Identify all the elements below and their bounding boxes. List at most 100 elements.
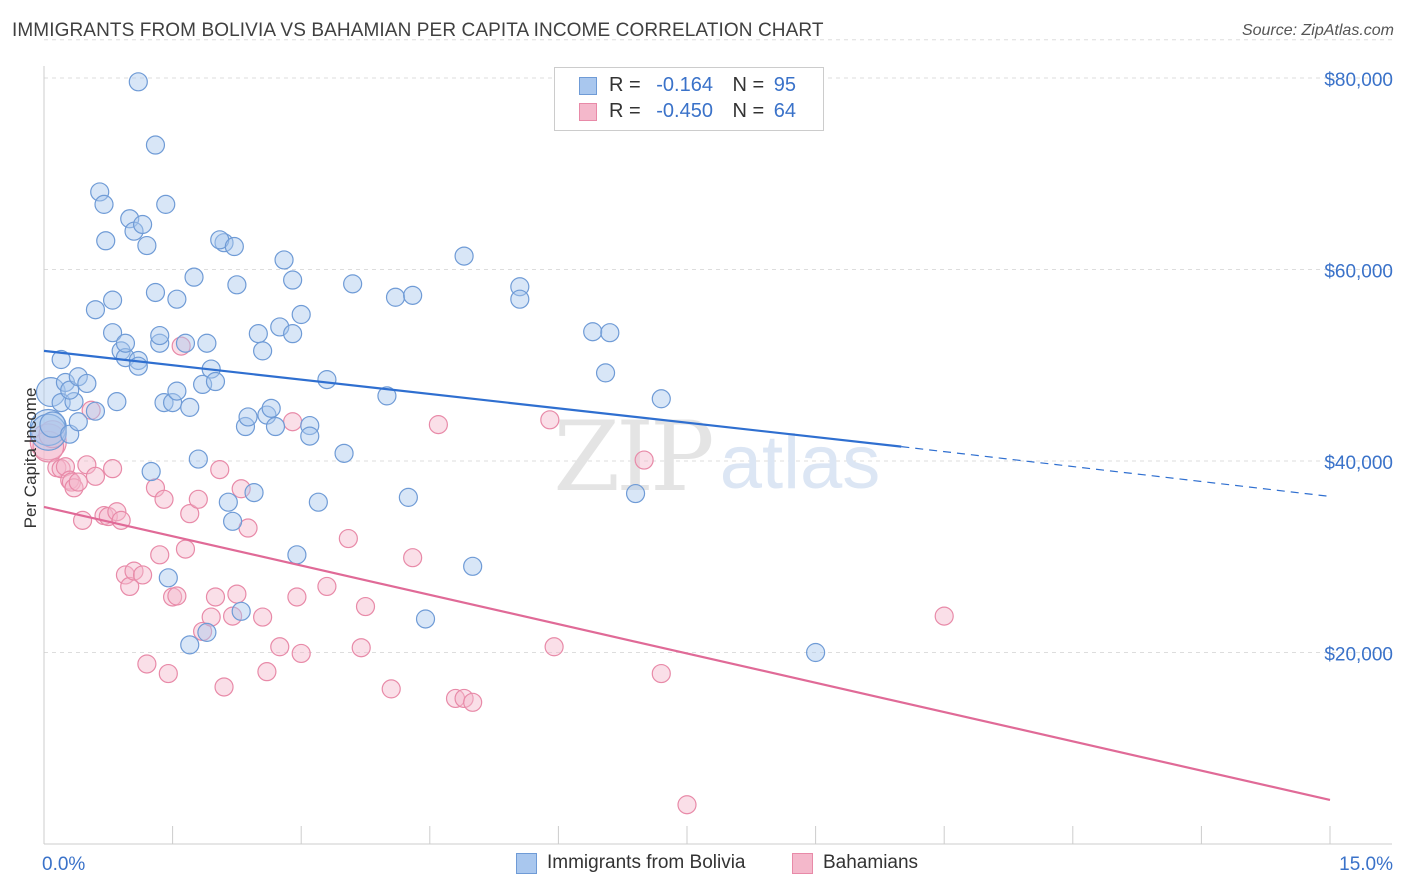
legend-n-value: 64 (773, 100, 797, 122)
legend-r-label: R = (609, 74, 641, 96)
bolivia-point (651, 389, 671, 409)
bahamians-point (338, 528, 358, 549)
bolivia-point (231, 601, 251, 621)
bolivia-point (102, 290, 123, 310)
bolivia-point (454, 246, 474, 266)
bolivia-point (377, 386, 397, 406)
bottom-legend-label: Bahamians (823, 852, 919, 873)
bolivia-point (29, 413, 67, 451)
bolivia-point (300, 426, 320, 446)
bolivia-point (463, 556, 483, 576)
bahamians-point (317, 576, 337, 597)
bahamians-point (428, 415, 448, 435)
bottom-legend-label: Immigrants from Bolivia (547, 852, 746, 873)
bolivia-point (238, 407, 258, 427)
bahamians-point (634, 450, 654, 470)
bahamians-point (677, 795, 697, 815)
bolivia-point (197, 333, 217, 353)
bolivia-point (197, 622, 217, 642)
bahamians-point (231, 479, 251, 499)
bolivia-point (600, 323, 620, 343)
bolivia-point (805, 642, 826, 663)
bolivia-point (205, 371, 226, 392)
bolivia-point (128, 72, 148, 92)
bolivia-trend-extension (901, 446, 1331, 498)
bahamians-point (351, 638, 371, 658)
bolivia-point (156, 194, 176, 214)
bolivia-point (300, 415, 320, 436)
bolivia-point (77, 373, 97, 394)
bahamians-point (227, 584, 247, 604)
bahamians-point (188, 489, 208, 509)
bolivia-point (167, 289, 187, 309)
bolivia-point (398, 487, 418, 507)
bolivia-point (150, 325, 170, 346)
bahamians-point (287, 587, 307, 607)
bolivia-point (64, 392, 84, 412)
bahamians-point (158, 663, 178, 684)
bahamians-point (355, 596, 376, 617)
stats-legend: R = -0.164 N = 95 R = -0.450 N = 64 (554, 67, 824, 131)
source-label: Source: ZipAtlas.com (1241, 22, 1394, 39)
bahamians-trend-line (43, 505, 1331, 802)
bahamians-point (205, 587, 226, 607)
bahamians-point (150, 545, 170, 565)
bolivia-point (180, 397, 200, 417)
bahamians-point (291, 643, 311, 664)
bolivia-point (583, 322, 603, 342)
y-tick-label: $20,000 (1324, 645, 1393, 666)
bolivia-point (510, 289, 530, 309)
chart-title: IMMIGRANTS FROM BOLIVIA VS BAHAMIAN PER … (12, 20, 824, 41)
bolivia-point (334, 443, 354, 463)
bahamians-point (934, 606, 954, 626)
bahamians-point (381, 679, 401, 699)
bolivia-trend-line (43, 349, 902, 448)
bolivia-point (223, 511, 243, 531)
bolivia-point (415, 609, 436, 629)
bahamians-point (463, 692, 483, 712)
bolivia-point (403, 285, 423, 305)
bolivia-point (180, 635, 200, 655)
bahamians-point (201, 607, 221, 627)
bahamians-point (68, 472, 88, 492)
bolivia-point (188, 449, 208, 469)
bolivia-point (60, 380, 80, 400)
bahamians-point (175, 539, 196, 559)
watermark-zip: ZIP (553, 401, 712, 513)
bolivia-point (274, 250, 294, 270)
bolivia-point (343, 274, 363, 294)
y-tick-label: $60,000 (1324, 262, 1393, 283)
y-tick-label: $80,000 (1324, 70, 1393, 91)
bolivia-point (167, 381, 187, 401)
x-tick-label: 15.0% (1339, 854, 1393, 875)
bahamians-point (283, 412, 303, 432)
bahamians-point (257, 662, 277, 682)
legend-n-label: N = (732, 100, 765, 122)
bahamians-point (210, 460, 230, 480)
bolivia-point (248, 324, 268, 344)
bottom-legend-swatch-pink (792, 853, 813, 874)
legend-r-label: R = (609, 100, 641, 122)
bolivia-point (261, 398, 281, 418)
bolivia-point (175, 333, 196, 353)
bahamians-point (651, 663, 671, 684)
axes (43, 66, 1392, 845)
bolivia-point (158, 568, 178, 588)
watermark: ZIP atlas (553, 401, 880, 513)
bolivia-point (145, 282, 166, 303)
bahamians-point (132, 565, 153, 585)
y-axis-label: Per Capita Income (21, 388, 40, 529)
x-tick-label: 0.0% (42, 854, 85, 875)
bahamians-point (214, 677, 234, 697)
legend-n-label: N = (732, 74, 765, 96)
bolivia-point (96, 231, 116, 251)
bottom-legend-swatch-blue (516, 853, 537, 874)
bahamians-point (107, 502, 127, 522)
bolivia-point (90, 182, 110, 202)
bahamians-point (253, 607, 273, 627)
bahamians-point (544, 637, 564, 657)
bolivia-point (227, 275, 247, 295)
bolivia-point (68, 412, 88, 432)
bolivia-point (141, 461, 161, 482)
bolivia-point (385, 287, 406, 307)
